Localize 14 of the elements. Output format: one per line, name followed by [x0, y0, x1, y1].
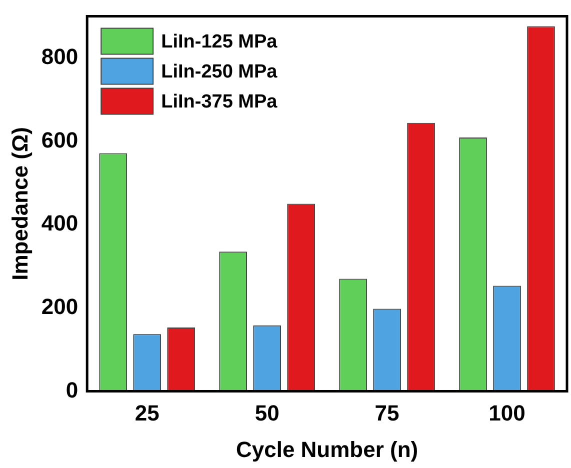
y-tick-label: 400	[41, 210, 78, 236]
y-tick-label: 0	[66, 377, 78, 402]
legend-label: LiIn-375 MPa	[161, 91, 278, 112]
x-tick-label: 75	[374, 400, 400, 426]
x-tick-label: 100	[488, 400, 526, 426]
x-tick-label: 50	[254, 400, 280, 426]
y-tick-label: 200	[41, 294, 78, 319]
y-tick-label: 600	[41, 127, 78, 152]
x-tick-label: 25	[134, 400, 160, 426]
x-axis-title: Cycle Number (n)	[236, 436, 418, 462]
y-axis-title: Impedance (Ω)	[7, 127, 32, 280]
legend-label: LiIn-125 MPa	[161, 31, 278, 52]
y-tick-label: 800	[41, 44, 78, 69]
legend-label: LiIn-250 MPa	[161, 61, 278, 82]
